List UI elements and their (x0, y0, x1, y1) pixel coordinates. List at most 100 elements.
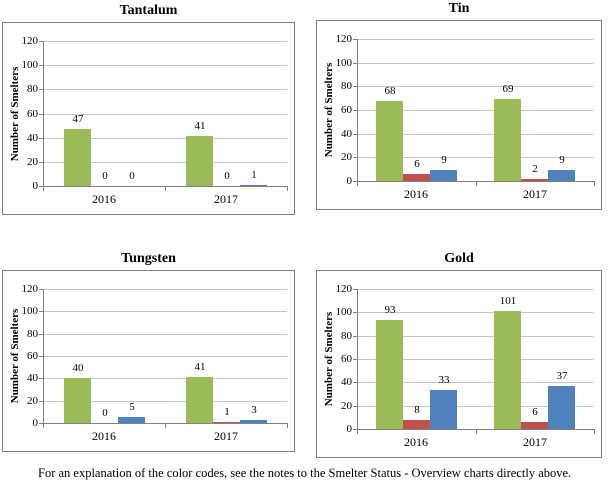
bar-blue-2016 (430, 170, 457, 181)
x-category-label: 2017 (523, 187, 547, 201)
bar-value-label: 6 (532, 406, 538, 418)
y-gridline (357, 359, 594, 360)
y-axis-tick (39, 41, 43, 42)
bar-green-2017 (494, 99, 521, 181)
y-axis-tick (39, 378, 43, 379)
y-axis-tick-label: 80 (341, 330, 352, 342)
bar-blue-2016 (430, 390, 457, 429)
y-axis-tick-label: 100 (335, 306, 353, 318)
y-axis-tick-label: 40 (27, 372, 38, 384)
y-axis-tick-label: 20 (341, 151, 352, 163)
bar-value-label: 0 (102, 170, 108, 182)
y-axis-tick-label: 20 (341, 400, 352, 412)
y-axis-tick-label: 40 (341, 376, 352, 388)
y-axis-tick-label: 100 (335, 57, 353, 69)
x-category-label: 2016 (92, 429, 116, 443)
bar-green-2016 (64, 378, 91, 423)
bar-value-label: 2 (532, 163, 538, 175)
x-axis-tick (357, 182, 358, 186)
y-gridline (43, 114, 287, 115)
chart-title-tantalum: Tantalum (119, 3, 178, 18)
y-axis-tick-label: 120 (335, 283, 353, 295)
bar-value-label: 9 (559, 154, 565, 166)
bar-value-label: 3 (251, 404, 257, 416)
bar-blue-2017 (240, 185, 267, 186)
y-gridline (357, 86, 594, 87)
y-gridline (43, 356, 287, 357)
y-axis-line (43, 289, 44, 423)
bar-green-2017 (494, 311, 521, 429)
y-axis-tick (353, 181, 357, 182)
y-axis-tick-label: 20 (27, 156, 38, 168)
y-gridline (357, 289, 594, 290)
y-axis-tick (353, 63, 357, 64)
bar-value-label: 37 (556, 370, 568, 382)
bar-green-2016 (376, 101, 403, 181)
y-gridline (43, 401, 287, 402)
y-gridline (357, 63, 594, 64)
y-axis-tick-label: 0 (32, 417, 39, 429)
bar-value-label: 93 (384, 304, 396, 316)
y-gridline (43, 41, 287, 42)
y-axis-tick-label: 40 (27, 132, 38, 144)
y-gridline (357, 110, 594, 111)
chart-panel-tin: Tin Number of Smelters 0 20 40 60 80 100 120 68… (316, 0, 602, 210)
bar-red-2017 (521, 179, 548, 181)
bar-blue-2017 (240, 420, 267, 423)
y-axis-line (357, 289, 358, 429)
bar-value-label: 1 (224, 406, 230, 418)
bar-blue-2016 (118, 417, 145, 423)
y-axis-tick (353, 110, 357, 111)
bar-green-2016 (376, 320, 403, 429)
y-axis-tick-label: 120 (21, 283, 39, 295)
y-axis-tick-label: 100 (21, 59, 39, 71)
bar-value-label: 5 (129, 401, 135, 413)
y-gridline (43, 138, 287, 139)
y-axis-tick-label: 80 (341, 80, 352, 92)
y-gridline (357, 39, 594, 40)
y-gridline (357, 312, 594, 313)
bar-blue-2017 (548, 170, 575, 181)
y-axis-tick (353, 382, 357, 383)
y-axis-tick (353, 312, 357, 313)
bar-value-label: 9 (441, 154, 447, 166)
y-axis-tick (39, 89, 43, 90)
bar-value-label: 6 (414, 158, 420, 170)
x-axis-tick (476, 182, 477, 186)
x-axis-tick (287, 424, 288, 428)
bar-red-2017 (213, 422, 240, 423)
y-axis-tick (353, 359, 357, 360)
y-axis-tick (353, 39, 357, 40)
y-axis-tick-label: 120 (21, 35, 39, 47)
bar-value-label: 0 (102, 407, 108, 419)
x-axis-tick (165, 424, 166, 428)
y-axis-tick (353, 429, 357, 430)
color-codes-note: For an explanation of the color codes, s… (38, 466, 572, 480)
y-axis-tick (39, 334, 43, 335)
y-axis-tick-label: 0 (346, 175, 353, 187)
x-axis-line (43, 186, 288, 187)
x-category-label: 2017 (214, 429, 238, 443)
y-axis-tick-label: 20 (27, 395, 38, 407)
plot-area-tungsten: 0 20 40 60 80 100 120 40 0 5 2016 41 1 3 2017 (3, 271, 294, 451)
x-axis-tick (357, 430, 358, 434)
y-gridline (357, 406, 594, 407)
y-axis-tick-label: 80 (27, 83, 38, 95)
y-axis-tick (39, 423, 43, 424)
chart-panel-gold: Gold Number of Smelters 0 20 40 60 80 100 120 9… (316, 250, 602, 458)
y-axis-tick (353, 157, 357, 158)
x-axis-tick (594, 182, 595, 186)
y-axis-tick (39, 186, 43, 187)
chart-title-gold: Gold (444, 251, 474, 266)
bar-value-label: 41 (194, 361, 206, 373)
x-axis-tick (287, 187, 288, 191)
y-gridline (357, 134, 594, 135)
y-axis-tick-label: 0 (32, 180, 39, 192)
bar-red-2016 (403, 174, 430, 181)
y-axis-tick (39, 289, 43, 290)
y-axis-tick-label: 60 (27, 350, 38, 362)
chart-panel-tantalum: Tantalum Number of Smelters 0 20 40 60 80 100… (2, 2, 295, 215)
bar-value-label: 101 (499, 295, 517, 307)
y-gridline (43, 65, 287, 66)
